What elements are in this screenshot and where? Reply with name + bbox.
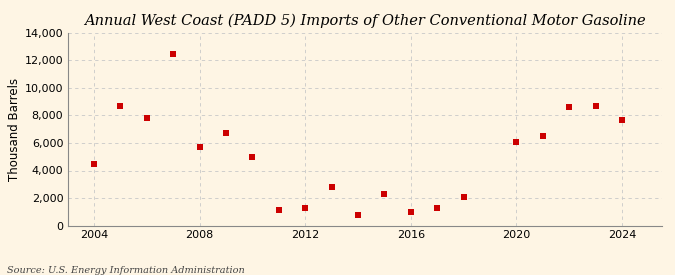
Point (194, 145, 205, 149)
Point (511, 139, 522, 144)
Point (432, 205, 443, 210)
Title: Annual West Coast (PADD 5) Imports of Other Conventional Motor Gasoline: Annual West Coast (PADD 5) Imports of Ot… (84, 13, 645, 28)
Point (405, 210, 416, 214)
Point (88, 161, 99, 166)
Point (458, 194, 469, 199)
Point (564, 105, 574, 109)
Point (379, 192, 389, 196)
Point (300, 205, 310, 210)
Text: Source: U.S. Energy Information Administration: Source: U.S. Energy Information Administ… (7, 266, 244, 275)
Point (221, 131, 232, 136)
Point (537, 134, 548, 138)
Y-axis label: Thousand Barrels: Thousand Barrels (7, 78, 20, 181)
Point (352, 212, 363, 217)
Point (115, 104, 126, 108)
Point (616, 117, 627, 122)
Point (167, 51, 178, 56)
Point (590, 104, 601, 108)
Point (247, 155, 258, 159)
Point (326, 185, 337, 189)
Point (141, 116, 152, 120)
Point (273, 208, 284, 213)
